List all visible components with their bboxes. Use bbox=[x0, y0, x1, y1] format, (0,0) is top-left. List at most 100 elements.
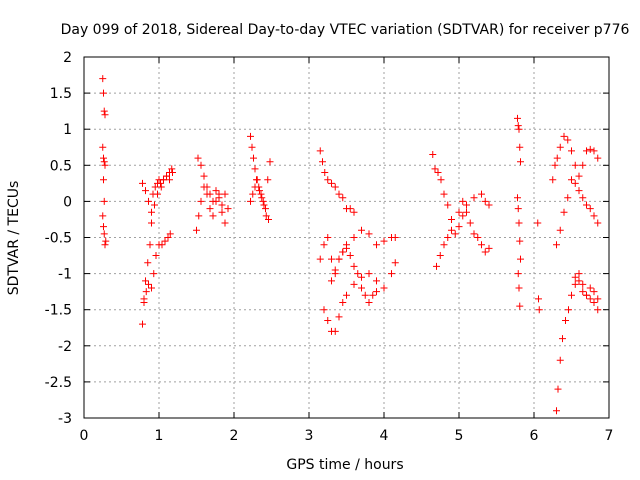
x-tick-label: 0 bbox=[80, 428, 89, 444]
data-point bbox=[166, 176, 173, 184]
data-point bbox=[146, 241, 154, 249]
data-point bbox=[346, 205, 354, 213]
data-point bbox=[253, 176, 261, 184]
data-point bbox=[100, 176, 107, 184]
data-point bbox=[218, 201, 226, 209]
data-point bbox=[339, 298, 347, 306]
data-point bbox=[148, 219, 155, 227]
data-point bbox=[571, 161, 579, 169]
data-point bbox=[478, 190, 485, 198]
data-point bbox=[221, 219, 229, 227]
data-point bbox=[556, 143, 564, 151]
data-point bbox=[514, 205, 522, 213]
data-point bbox=[575, 187, 583, 195]
data-point bbox=[100, 107, 108, 115]
data-point bbox=[101, 241, 109, 249]
y-tick-label: 0 bbox=[63, 194, 72, 210]
series-seg-early-spike bbox=[99, 75, 110, 249]
data-point bbox=[560, 208, 568, 216]
data-point bbox=[354, 270, 362, 278]
data-point bbox=[514, 194, 521, 202]
data-point bbox=[259, 197, 267, 205]
data-point bbox=[365, 230, 373, 238]
data-point bbox=[451, 230, 459, 238]
data-point bbox=[436, 252, 444, 260]
data-point bbox=[197, 197, 205, 205]
data-point bbox=[463, 208, 470, 216]
data-point bbox=[586, 295, 594, 303]
data-point bbox=[380, 284, 388, 292]
data-point bbox=[583, 291, 590, 299]
data-point bbox=[316, 147, 324, 155]
data-point bbox=[485, 201, 493, 209]
data-point bbox=[463, 201, 470, 209]
data-point bbox=[99, 212, 107, 220]
data-point bbox=[579, 288, 587, 296]
data-point bbox=[100, 223, 107, 231]
data-point bbox=[194, 154, 202, 162]
data-point bbox=[145, 197, 152, 205]
data-point bbox=[565, 306, 572, 314]
data-point bbox=[331, 266, 339, 274]
data-point bbox=[247, 132, 254, 140]
data-point bbox=[564, 194, 572, 202]
series-seg-3b bbox=[247, 176, 272, 223]
data-point bbox=[553, 241, 560, 249]
data-point bbox=[163, 172, 170, 180]
data-point bbox=[209, 197, 217, 205]
data-point bbox=[514, 270, 522, 278]
data-point bbox=[164, 234, 172, 241]
data-point bbox=[515, 125, 523, 133]
data-points bbox=[99, 75, 602, 415]
data-point bbox=[448, 215, 455, 223]
data-point bbox=[142, 277, 149, 285]
data-point bbox=[320, 306, 328, 314]
data-point bbox=[560, 132, 568, 140]
data-point bbox=[99, 143, 107, 151]
data-point bbox=[150, 270, 158, 278]
data-point bbox=[481, 197, 489, 205]
data-point bbox=[478, 241, 485, 249]
data-point bbox=[575, 270, 583, 278]
y-tick-label: -1.5 bbox=[45, 303, 72, 319]
data-point bbox=[440, 190, 448, 198]
data-point bbox=[316, 255, 324, 263]
data-point bbox=[365, 270, 373, 278]
data-point bbox=[444, 201, 452, 209]
data-point bbox=[256, 187, 263, 195]
data-point bbox=[264, 176, 272, 184]
data-point bbox=[168, 165, 176, 173]
y-tick-label: 1 bbox=[63, 122, 72, 138]
data-point bbox=[100, 154, 107, 162]
data-point bbox=[328, 255, 335, 263]
data-point bbox=[554, 385, 562, 393]
data-point bbox=[429, 150, 437, 158]
data-point bbox=[206, 205, 214, 213]
data-point bbox=[534, 219, 542, 227]
data-point bbox=[195, 212, 203, 220]
data-point bbox=[324, 317, 332, 325]
y-tick-label: -3 bbox=[58, 411, 72, 427]
data-point bbox=[579, 161, 587, 169]
data-point bbox=[590, 288, 598, 296]
data-point bbox=[100, 230, 108, 238]
data-point bbox=[148, 208, 155, 216]
data-point bbox=[535, 295, 542, 303]
data-point bbox=[157, 183, 165, 191]
data-point bbox=[365, 298, 373, 306]
plot-frame bbox=[83, 56, 610, 419]
data-point bbox=[160, 176, 167, 184]
data-point bbox=[466, 219, 474, 227]
data-point bbox=[575, 277, 583, 285]
data-point bbox=[556, 356, 564, 364]
y-tick-label: -2 bbox=[58, 339, 72, 355]
data-point bbox=[343, 244, 350, 252]
data-point bbox=[369, 291, 377, 299]
data-point bbox=[339, 248, 347, 256]
data-point bbox=[335, 313, 343, 321]
data-point bbox=[161, 237, 169, 245]
data-point bbox=[440, 241, 448, 249]
data-point bbox=[583, 147, 590, 155]
data-point bbox=[100, 158, 108, 166]
